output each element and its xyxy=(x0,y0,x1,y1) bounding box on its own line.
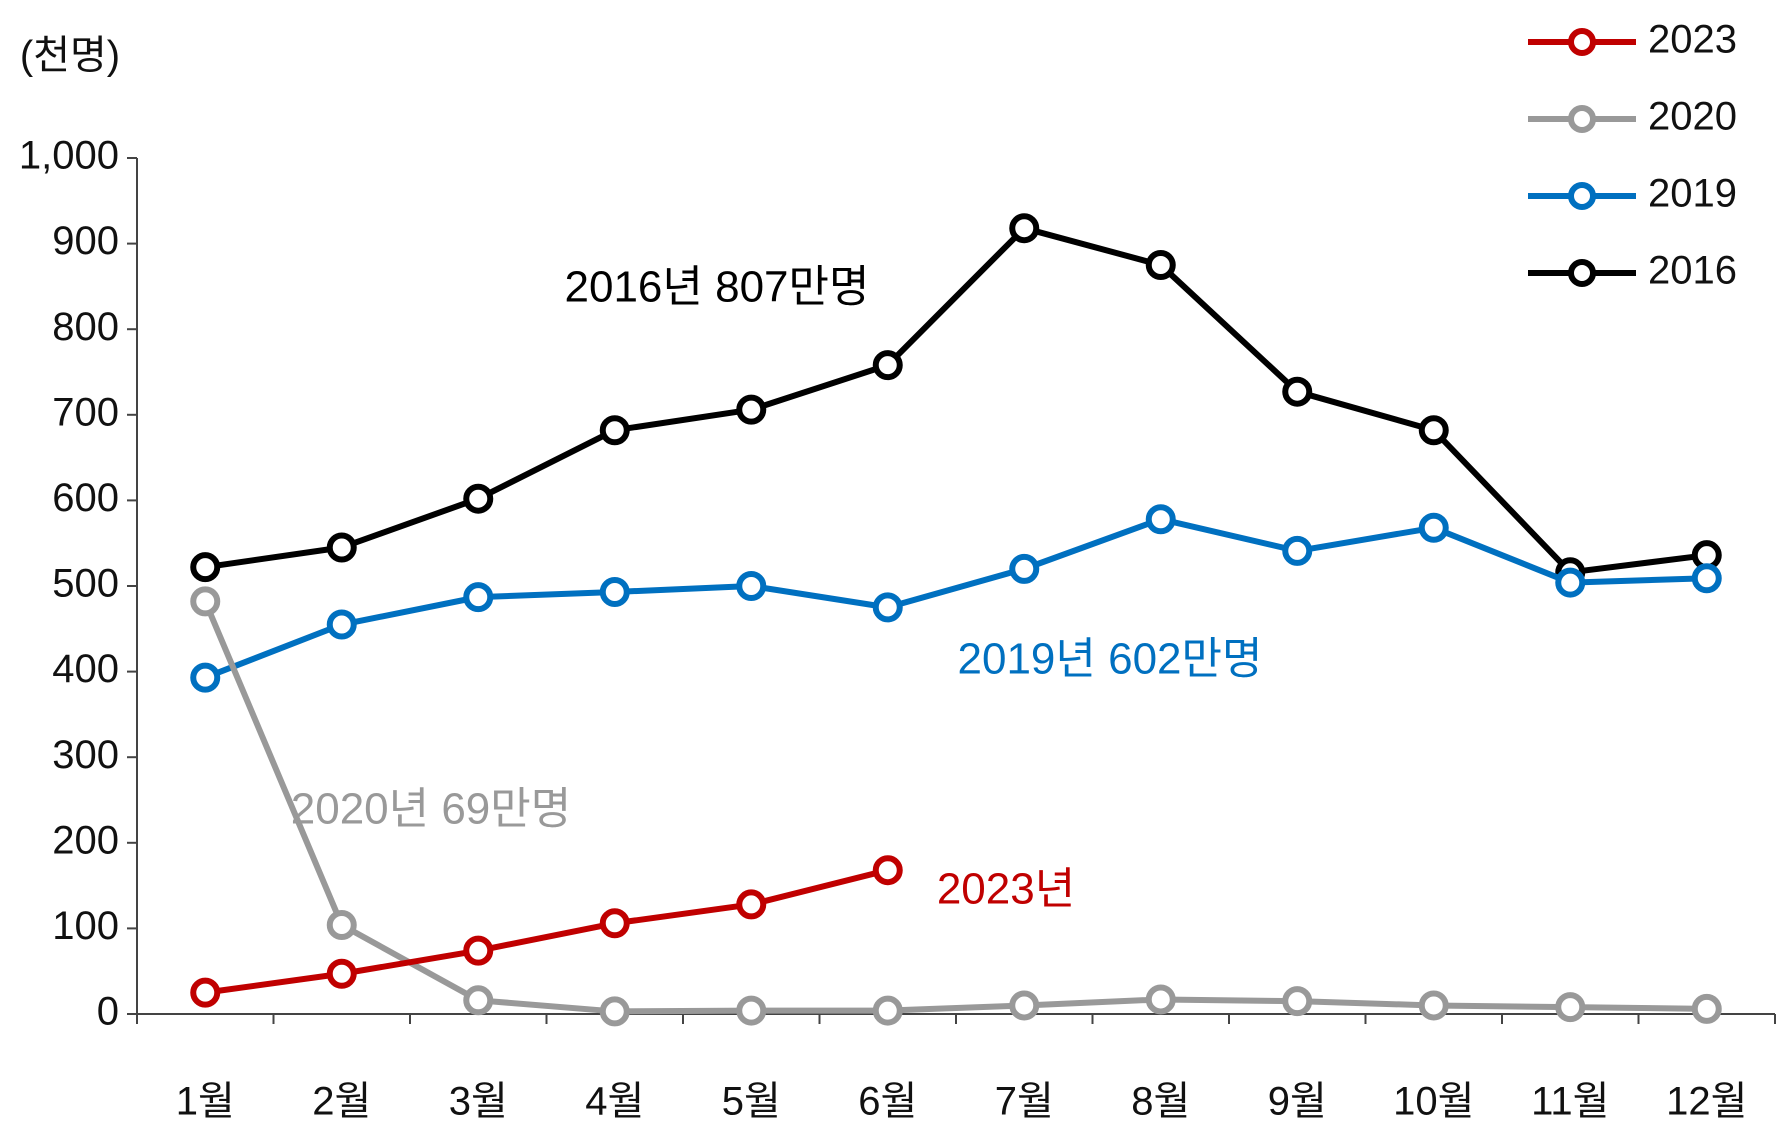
data-point xyxy=(1282,376,1313,407)
series-line xyxy=(204,867,889,996)
data-point xyxy=(736,995,767,1026)
data-point xyxy=(463,935,494,966)
data-point xyxy=(1418,512,1449,543)
legend-marker xyxy=(1568,28,1596,56)
annotation: 2023년 xyxy=(937,865,1075,914)
data-point xyxy=(1418,990,1449,1021)
legend-label: 2019 xyxy=(1648,172,1737,216)
data-point xyxy=(190,977,221,1008)
legend-marker xyxy=(1568,105,1596,133)
data-point xyxy=(736,571,767,601)
data-point xyxy=(190,662,221,693)
data-point xyxy=(463,582,494,613)
y-tick-label: 500 xyxy=(52,562,119,606)
data-point xyxy=(599,996,630,1027)
x-tick-label: 11월 xyxy=(1531,1080,1609,1123)
y-tick-label: 700 xyxy=(52,390,119,434)
data-point xyxy=(463,985,494,1016)
x-tick-label: 7월 xyxy=(995,1080,1054,1123)
x-tick-label: 2월 xyxy=(312,1080,371,1123)
data-point xyxy=(1555,992,1586,1023)
data-point xyxy=(326,532,357,563)
y-tick-label: 800 xyxy=(52,305,119,349)
data-point xyxy=(1282,535,1313,566)
y-tick-label: 300 xyxy=(52,733,119,777)
x-tick-label: 3월 xyxy=(449,1080,508,1123)
x-tick-label: 5월 xyxy=(722,1080,781,1123)
y-tick-label: 400 xyxy=(52,647,119,691)
data-point xyxy=(599,576,630,607)
annotation: 2019년 602만명 xyxy=(958,635,1263,684)
x-tick-label: 10월 xyxy=(1393,1080,1474,1123)
data-point xyxy=(1145,984,1176,1015)
series-line xyxy=(204,225,1708,576)
data-point xyxy=(1282,986,1313,1017)
y-tick-label: 900 xyxy=(52,219,119,263)
data-point xyxy=(599,908,630,939)
data-point xyxy=(872,350,903,381)
legend-label: 2020 xyxy=(1648,95,1737,139)
data-point xyxy=(872,855,903,886)
annotation: 2016년 807만명 xyxy=(565,263,870,312)
legend-marker xyxy=(1568,259,1596,287)
data-point xyxy=(1691,563,1722,594)
data-point xyxy=(190,552,221,583)
data-point xyxy=(190,586,221,617)
data-point xyxy=(736,394,767,425)
data-point xyxy=(1691,993,1722,1024)
data-point xyxy=(1145,250,1176,280)
legend-marker xyxy=(1568,182,1596,210)
y-axis-label: (천명) xyxy=(20,34,120,78)
data-point xyxy=(1009,553,1040,584)
x-tick-label: 12월 xyxy=(1666,1080,1747,1123)
y-tick-label: 600 xyxy=(52,476,119,520)
data-point xyxy=(463,483,494,514)
data-point xyxy=(1009,213,1040,244)
legend-label: 2023 xyxy=(1648,18,1737,62)
x-tick-label: 8월 xyxy=(1131,1080,1190,1123)
data-point xyxy=(326,609,357,640)
data-point xyxy=(1009,990,1040,1021)
data-point xyxy=(1418,415,1449,446)
y-tick-label: 0 xyxy=(97,990,119,1034)
legend-label: 2016 xyxy=(1648,249,1737,293)
x-tick-label: 6월 xyxy=(858,1080,917,1123)
data-point xyxy=(1555,567,1586,598)
data-point xyxy=(872,592,903,623)
data-point xyxy=(599,415,630,446)
data-point xyxy=(872,995,903,1026)
data-point xyxy=(326,958,357,989)
data-point xyxy=(1145,504,1176,535)
y-tick-label: 100 xyxy=(52,904,119,948)
x-tick-label: 4월 xyxy=(585,1080,644,1123)
annotation: 2020년 69만명 xyxy=(291,785,572,834)
y-tick-label: 1,000 xyxy=(19,134,119,178)
data-point xyxy=(326,909,357,940)
y-tick-label: 200 xyxy=(52,818,119,862)
series-line xyxy=(202,600,1707,1015)
x-tick-label: 1월 xyxy=(176,1080,235,1123)
data-point xyxy=(736,889,767,920)
series-line xyxy=(204,516,1707,681)
x-tick-label: 9월 xyxy=(1268,1080,1327,1123)
